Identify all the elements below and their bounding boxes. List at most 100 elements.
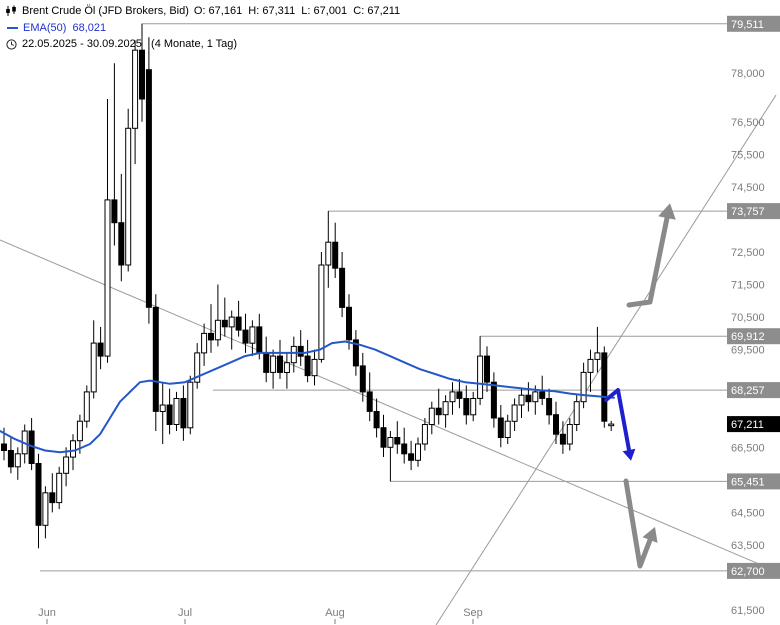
candle	[415, 437, 421, 467]
candle	[449, 382, 456, 415]
price-tick-label: 69,500	[731, 345, 765, 357]
candle	[339, 252, 346, 318]
candle	[283, 352, 290, 389]
candle	[152, 294, 159, 431]
candle	[228, 310, 235, 350]
candle	[235, 300, 242, 337]
month-label: Jun	[38, 607, 56, 619]
candle	[601, 346, 608, 428]
month-label: Jul	[178, 607, 192, 619]
price-level-label: 73,757	[727, 203, 780, 220]
svg-text:62,700: 62,700	[731, 566, 765, 578]
ema-line-swatch	[7, 27, 18, 29]
arrow-head	[658, 203, 676, 220]
candle	[311, 349, 318, 386]
candle	[346, 294, 352, 350]
candle	[76, 414, 83, 454]
svg-text:67,211: 67,211	[731, 419, 764, 431]
candle	[352, 330, 359, 376]
price-level-label: 69,912	[727, 328, 780, 345]
price-tick-label: 66,500	[731, 442, 765, 454]
candle	[166, 388, 173, 435]
candle	[221, 297, 228, 337]
candle	[7, 437, 14, 474]
candle	[421, 418, 428, 451]
candle	[70, 434, 76, 471]
candle	[159, 382, 166, 444]
svg-text:68,257: 68,257	[731, 385, 765, 397]
trendlines	[0, 94, 780, 625]
candle	[173, 391, 180, 431]
price-tick-label: 78,000	[731, 68, 765, 80]
candle	[277, 339, 283, 379]
primary-down-projection-arrow	[604, 388, 636, 461]
candle	[187, 375, 194, 435]
candle	[442, 395, 449, 428]
candle	[511, 398, 518, 431]
price-tick-label: 75,500	[731, 149, 765, 161]
candle	[263, 336, 270, 383]
month-label: Aug	[325, 607, 345, 619]
candle	[559, 421, 566, 454]
candle	[608, 420, 615, 431]
candle	[14, 447, 21, 480]
month-label: Sep	[463, 607, 483, 619]
candle	[490, 372, 497, 428]
candle	[553, 401, 559, 444]
candle	[428, 401, 435, 435]
candle	[139, 23, 145, 122]
price-tick-label: 61,500	[731, 605, 765, 617]
price-tick-label: 64,500	[731, 507, 765, 519]
candle	[249, 320, 256, 357]
arrow-head	[642, 526, 658, 543]
candle	[504, 414, 511, 444]
candle	[380, 414, 387, 457]
instrument-name: Brent Crude Öl (JFD Brokers, Bid)	[22, 5, 189, 17]
price-level-labels: 79,511 73,757 69,912 68,257 65,451 62,700 67,2…	[727, 15, 780, 579]
price-tick-label: 76,500	[731, 117, 765, 129]
candle	[435, 388, 442, 425]
price-tick-label: 71,500	[731, 280, 765, 292]
candle	[518, 388, 525, 418]
candle	[497, 405, 504, 448]
candle	[125, 108, 132, 272]
candle	[456, 378, 463, 409]
svg-text:65,451: 65,451	[731, 476, 765, 488]
candle	[208, 304, 214, 353]
candle	[401, 427, 408, 464]
candle	[366, 372, 373, 422]
price-tick-label: 74,500	[731, 182, 765, 194]
candlestick-series	[1, 23, 615, 549]
bullish-projection-arrow	[626, 203, 676, 308]
price-level-label: 79,511	[727, 15, 780, 32]
price-level-label: 68,257	[727, 382, 780, 399]
price-tick-label: 72,500	[731, 247, 765, 259]
candle	[594, 326, 601, 373]
candle	[359, 352, 366, 402]
candle	[104, 99, 111, 363]
price-tick-label: 63,500	[731, 540, 765, 552]
candle	[118, 173, 125, 282]
candle	[297, 330, 304, 366]
candle	[180, 385, 187, 441]
descending-trendline	[0, 239, 780, 574]
candle	[132, 40, 139, 165]
candle	[566, 418, 573, 451]
candle	[214, 284, 221, 347]
price-tick-label: 70,500	[731, 312, 765, 324]
ema-legend: EMA(50) 68,021	[7, 22, 106, 34]
candlestick-chart-icon	[6, 5, 16, 16]
candle	[325, 211, 332, 288]
date-range-bar: 22.05.2025 - 30.09.2025 (4 Monate, 1 Tag…	[6, 38, 237, 50]
candle	[387, 431, 394, 482]
candle	[408, 440, 415, 471]
candle	[56, 466, 63, 510]
clock-icon	[6, 38, 17, 50]
arrow-head	[622, 448, 636, 461]
candle	[28, 418, 35, 471]
date-range-label: 22.05.2025 - 30.09.2025 (4 Monate, 1 Tag…	[22, 38, 238, 50]
ema-legend-label: EMA(50) 68,021	[23, 22, 107, 34]
candle	[332, 222, 339, 278]
